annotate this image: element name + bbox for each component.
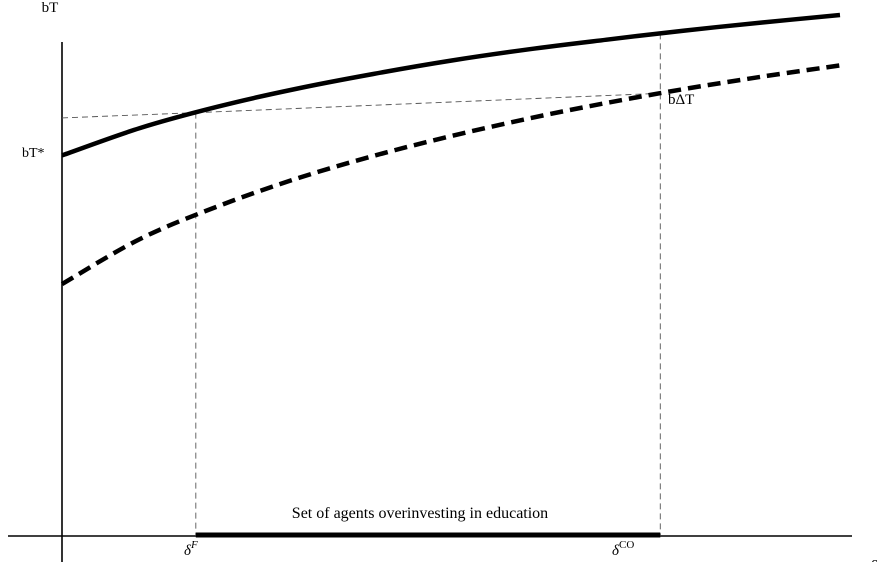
y-axis-label: bT bbox=[42, 0, 59, 16]
axes bbox=[8, 42, 852, 562]
bT-star-guide-line bbox=[61, 112, 196, 119]
guide-lines bbox=[61, 33, 661, 536]
interval-label: Set of agents overinvesting in education bbox=[292, 505, 548, 522]
curves bbox=[60, 12, 841, 287]
delta-CO-superscript: CO bbox=[619, 539, 634, 551]
shift-guide-line bbox=[195, 92, 661, 114]
bT-star-label: bT* bbox=[22, 146, 45, 161]
delta-F-tick-label: δF bbox=[184, 539, 198, 559]
delta-F-symbol: δ bbox=[184, 543, 192, 559]
solid-curve bbox=[61, 12, 841, 158]
dashed-curve bbox=[60, 63, 841, 287]
delta-CO-tick-label: δCO bbox=[612, 539, 634, 559]
delta-F-superscript: F bbox=[190, 539, 198, 551]
gap-label: bΔT bbox=[668, 92, 694, 108]
delta-CO-symbol: δ bbox=[612, 543, 620, 559]
x-axis-label: δ bbox=[869, 557, 877, 562]
